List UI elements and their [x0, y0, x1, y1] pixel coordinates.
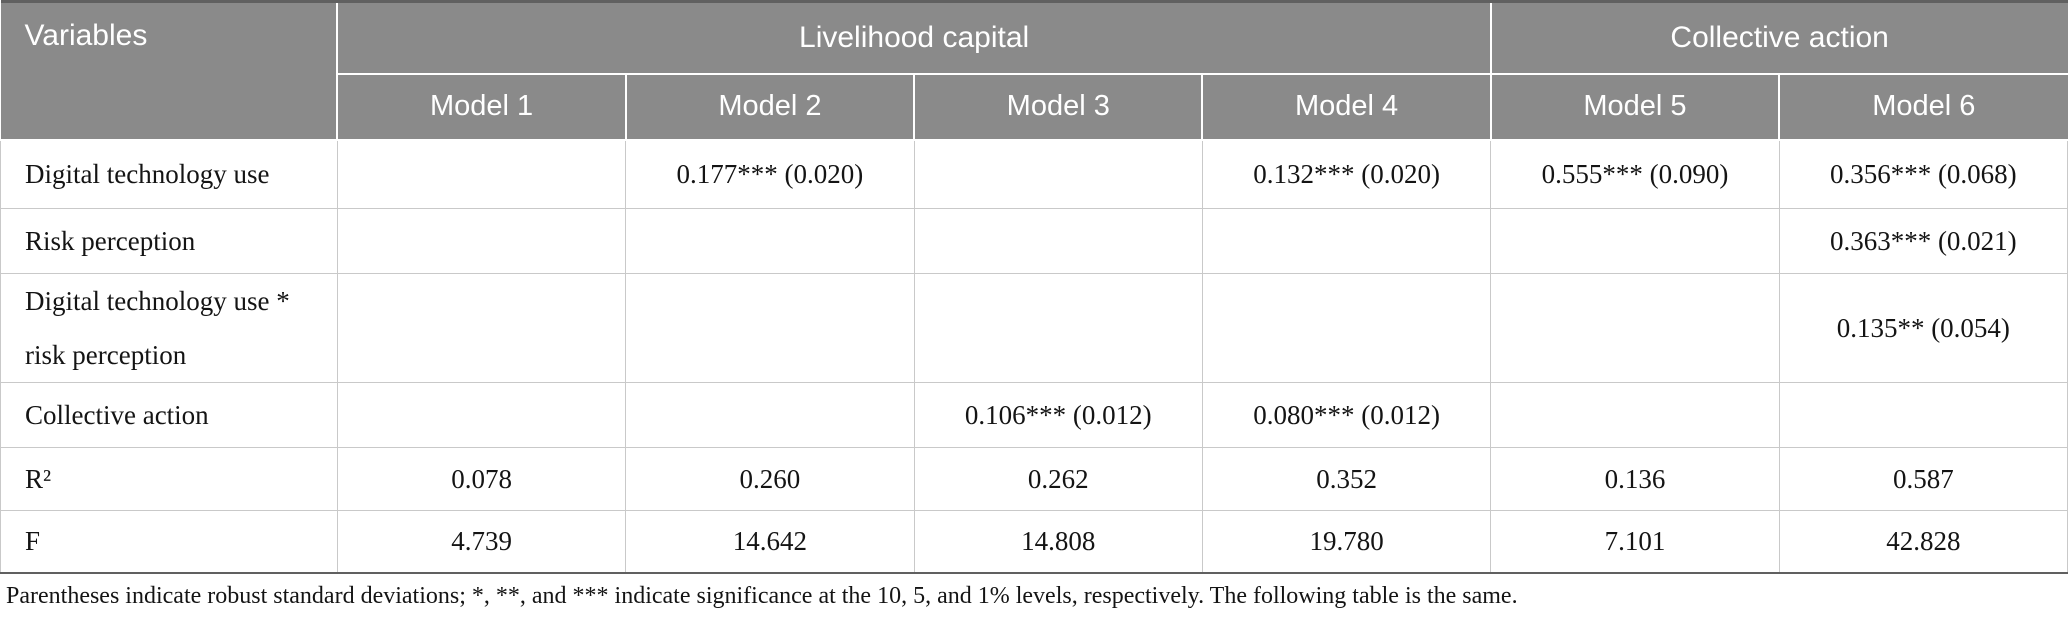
value-cell: 0.177*** (0.020) — [625, 139, 915, 209]
value-cell — [913, 208, 1203, 274]
value-cell: 14.808 — [913, 510, 1203, 574]
regression-results-table: Variables Livelihood capital Collective … — [0, 0, 2068, 574]
value-cell — [1201, 273, 1492, 383]
value-cell: 0.555*** (0.090) — [1490, 139, 1780, 209]
value-cell — [336, 273, 627, 383]
value-cell: 0.132*** (0.020) — [1201, 139, 1492, 209]
header-model-4: Model 4 — [1201, 72, 1492, 141]
header-model-6: Model 6 — [1778, 72, 2068, 141]
value-cell: 0.080*** (0.012) — [1201, 382, 1492, 448]
table-row: Digital technology use * risk perception… — [0, 273, 2068, 383]
header-model-3: Model 3 — [913, 72, 1204, 141]
value-cell: 7.101 — [1490, 510, 1780, 574]
header-group-collective-action: Collective action — [1489, 1, 2068, 75]
value-cell — [913, 139, 1203, 209]
table-row: Risk perception 0.363*** (0.021) — [0, 208, 2068, 274]
value-cell — [1490, 208, 1780, 274]
value-cell: 0.136 — [1490, 447, 1780, 511]
table-row: R² 0.078 0.260 0.262 0.352 0.136 0.587 — [0, 447, 2068, 511]
table-row: Digital technology use 0.177*** (0.020) … — [0, 139, 2068, 209]
value-cell: 0.078 — [336, 447, 627, 511]
table-footnote: Parentheses indicate robust standard dev… — [6, 582, 1518, 609]
value-cell: 0.106*** (0.012) — [913, 382, 1203, 448]
value-cell: 0.135** (0.054) — [1778, 273, 2068, 383]
table-header: Variables Livelihood capital Collective … — [0, 1, 2068, 141]
value-cell — [336, 139, 627, 209]
value-cell: 14.642 — [625, 510, 915, 574]
row-label: R² — [0, 447, 338, 511]
row-label: F — [0, 510, 338, 574]
table-row: Collective action 0.106*** (0.012) 0.080… — [0, 382, 2068, 448]
value-cell: 0.262 — [913, 447, 1203, 511]
value-cell: 19.780 — [1201, 510, 1492, 574]
value-cell: 0.260 — [625, 447, 915, 511]
table-body: Digital technology use 0.177*** (0.020) … — [0, 139, 2068, 574]
value-cell — [625, 382, 915, 448]
row-label: Digital technology use — [0, 139, 338, 209]
value-cell: 0.352 — [1201, 447, 1492, 511]
value-cell — [1490, 382, 1780, 448]
value-cell: 0.587 — [1778, 447, 2068, 511]
row-label: Digital technology use * risk perception — [0, 273, 338, 383]
value-cell — [625, 208, 915, 274]
value-cell — [336, 382, 627, 448]
value-cell: 42.828 — [1778, 510, 2068, 574]
value-cell — [913, 273, 1203, 383]
value-cell: 4.739 — [336, 510, 627, 574]
header-model-5: Model 5 — [1489, 72, 1781, 141]
value-cell — [1778, 382, 2068, 448]
row-label: Risk perception — [0, 208, 338, 274]
value-cell — [336, 208, 627, 274]
row-label: Collective action — [0, 382, 338, 448]
value-cell — [1201, 208, 1492, 274]
header-variables: Variables — [0, 1, 339, 141]
value-cell: 0.363*** (0.021) — [1778, 208, 2068, 274]
header-group-livelihood-capital: Livelihood capital — [336, 1, 1492, 75]
value-cell — [625, 273, 915, 383]
table-row: F 4.739 14.642 14.808 19.780 7.101 42.82… — [0, 510, 2068, 574]
header-model-1: Model 1 — [337, 72, 627, 141]
header-model-2: Model 2 — [624, 72, 916, 141]
value-cell: 0.356*** (0.068) — [1778, 139, 2068, 209]
value-cell — [1490, 273, 1780, 383]
